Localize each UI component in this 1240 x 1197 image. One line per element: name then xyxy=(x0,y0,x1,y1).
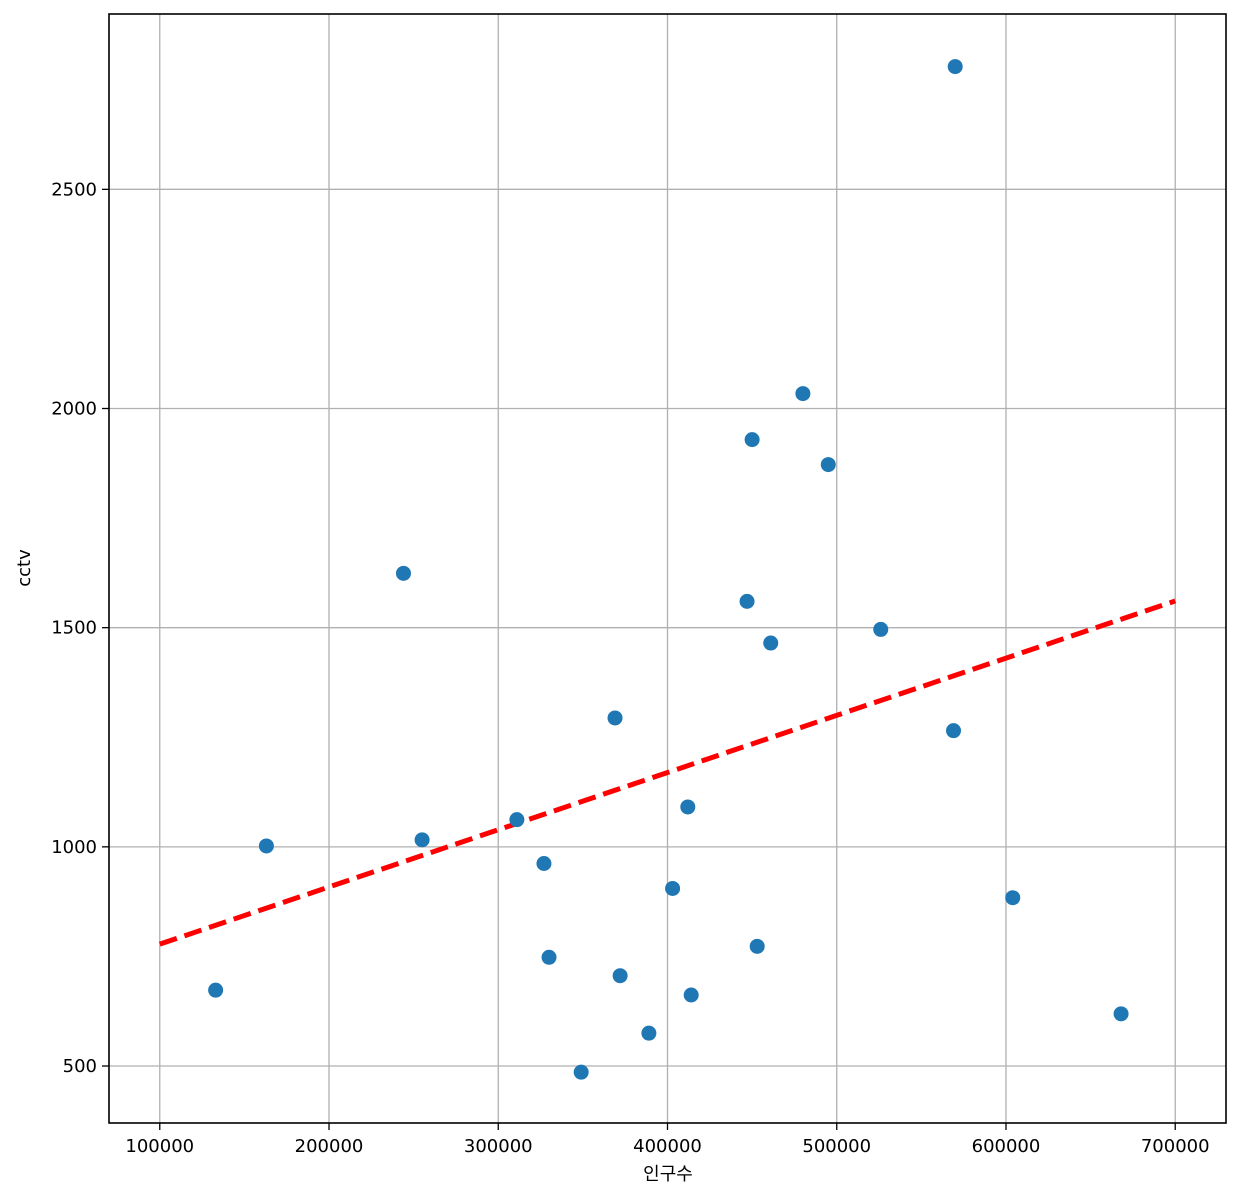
scatter-point xyxy=(744,432,760,448)
scatter-point xyxy=(536,856,552,872)
scatter-point xyxy=(641,1025,657,1041)
scatter-point xyxy=(541,949,557,965)
data-points xyxy=(208,59,1129,1080)
scatter-point xyxy=(665,880,681,896)
y-axis-label: cctv xyxy=(14,549,35,587)
scatter-point xyxy=(573,1064,589,1080)
y-tick-label: 500 xyxy=(63,1056,97,1077)
scatter-point xyxy=(607,710,623,726)
scatter-point xyxy=(820,457,836,473)
scatter-point xyxy=(795,386,811,402)
y-tick-label: 1000 xyxy=(51,837,97,858)
x-tick-label: 700000 xyxy=(1141,1136,1210,1157)
scatter-point xyxy=(683,987,699,1003)
x-tick-label: 400000 xyxy=(633,1136,702,1157)
x-axis-label: 인구수 xyxy=(643,1164,693,1185)
scatter-point xyxy=(258,838,274,854)
scatter-point xyxy=(612,968,628,984)
x-axis-ticks: 100000 200000 300000 400000 500000 600000 7000… xyxy=(125,1123,1210,1157)
x-tick-label: 200000 xyxy=(295,1136,364,1157)
scatter-point xyxy=(414,832,430,848)
scatter-point xyxy=(509,812,525,828)
scatter-point xyxy=(1113,1006,1129,1022)
scatter-point xyxy=(208,982,224,998)
scatter-point xyxy=(873,621,889,637)
regression-fit-line xyxy=(158,598,1177,947)
scatter-point xyxy=(680,799,696,815)
y-tick-label: 1500 xyxy=(51,618,97,639)
scatter-point xyxy=(946,723,962,739)
scatter-point xyxy=(739,593,755,609)
x-tick-label: 300000 xyxy=(464,1136,533,1157)
x-tick-label: 600000 xyxy=(972,1136,1041,1157)
y-tick-label: 2000 xyxy=(51,399,97,420)
scatter-point xyxy=(395,565,411,581)
grid xyxy=(109,14,1226,1123)
fit-line-group xyxy=(158,598,1177,947)
scatter-point xyxy=(749,938,765,954)
scatter-point xyxy=(947,59,963,75)
scatter-point xyxy=(1005,890,1021,906)
x-tick-label: 500000 xyxy=(802,1136,871,1157)
y-axis-ticks: 500 1000 1500 2000 2500 xyxy=(51,179,109,1077)
x-tick-label: 100000 xyxy=(125,1136,194,1157)
scatter-point xyxy=(763,635,779,651)
y-tick-label: 2500 xyxy=(51,179,97,200)
